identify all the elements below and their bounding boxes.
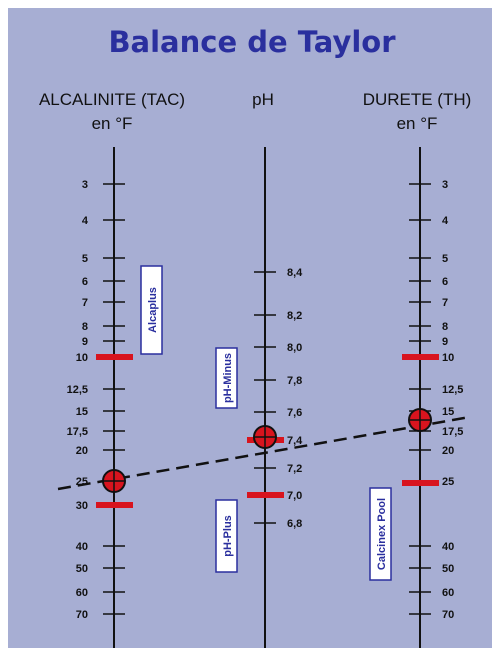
alcalinite-ideal-max-mark bbox=[96, 502, 133, 508]
durete-unit: en °F bbox=[397, 114, 438, 133]
alcalinite-tick-label: 25 bbox=[76, 476, 88, 488]
alcalinite-tick-label: 12,5 bbox=[67, 384, 88, 396]
alcalinite-ticks: 3 4 5 6 7 8 9 10 12,5 15 17,5 20 25 30 40 50 60 70 bbox=[67, 179, 125, 621]
alcalinite-tick-label: 40 bbox=[76, 541, 88, 553]
alcalinite-tick-label: 50 bbox=[76, 563, 88, 575]
alcalinite-tick-label: 30 bbox=[76, 500, 88, 512]
alcalinite-tick-label: 60 bbox=[76, 587, 88, 599]
ph-tick-label: 7,2 bbox=[287, 463, 302, 475]
ph-minus-label: pH-Minus bbox=[222, 353, 234, 403]
diagram-title: Balance de Taylor bbox=[108, 25, 396, 59]
ph-ideal-min-mark bbox=[247, 492, 284, 498]
alcalinite-header: ALCALINITE (TAC) bbox=[39, 90, 185, 109]
durete-header: DURETE (TH) bbox=[363, 90, 472, 109]
alcalinite-reading-marker bbox=[102, 469, 126, 493]
ph-tick-label: 8,4 bbox=[287, 267, 303, 279]
calcinex-box: Calcinex Pool bbox=[369, 487, 392, 581]
ph-ticks: 8,4 8,2 8,0 7,8 7,6 7,4 7,2 7,0 6,8 bbox=[254, 267, 303, 530]
durete-tick-label: 40 bbox=[442, 541, 454, 553]
balance-line bbox=[57, 415, 471, 491]
alcalinite-tick-label: 8 bbox=[82, 321, 88, 333]
alcalinite-tick-label: 20 bbox=[76, 445, 88, 457]
alcalinite-tick-label: 6 bbox=[82, 276, 88, 288]
alcalinite-ideal-min-mark bbox=[96, 354, 133, 360]
alcalinite-tick-label: 4 bbox=[82, 215, 89, 227]
alcalinite-tick-label: 10 bbox=[76, 352, 88, 364]
durete-ideal-min-mark bbox=[402, 354, 439, 360]
durete-tick-label: 8 bbox=[442, 321, 448, 333]
durete-tick-label: 12,5 bbox=[442, 384, 463, 396]
alcaplus-label: Alcaplus bbox=[147, 287, 159, 333]
alcalinite-tick-label: 70 bbox=[76, 609, 88, 621]
durete-tick-label: 10 bbox=[442, 352, 454, 364]
durete-tick-label: 7 bbox=[442, 297, 448, 309]
ph-header: pH bbox=[252, 90, 274, 109]
durete-tick-label: 9 bbox=[442, 336, 448, 348]
calcinex-label: Calcinex Pool bbox=[376, 498, 388, 570]
alcalinite-unit: en °F bbox=[92, 114, 133, 133]
durete-tick-label: 4 bbox=[442, 215, 449, 227]
durete-tick-label: 3 bbox=[442, 179, 448, 191]
durete-tick-label: 25 bbox=[442, 476, 454, 488]
ph-tick-label: 8,0 bbox=[287, 342, 302, 354]
durete-tick-label: 20 bbox=[442, 445, 454, 457]
durete-ideal-max-mark bbox=[402, 480, 439, 486]
ph-tick-label: 6,8 bbox=[287, 518, 302, 530]
durete-tick-label: 50 bbox=[442, 563, 454, 575]
alcaplus-box: Alcaplus bbox=[140, 265, 163, 355]
ph-tick-label: 7,0 bbox=[287, 490, 302, 502]
durete-tick-label: 70 bbox=[442, 609, 454, 621]
durete-tick-label: 15 bbox=[442, 406, 454, 418]
ph-reading-marker bbox=[253, 425, 277, 449]
ph-plus-box: pH-Plus bbox=[215, 499, 238, 573]
durete-tick-label: 6 bbox=[442, 276, 448, 288]
durete-tick-label: 5 bbox=[442, 253, 448, 265]
ph-minus-box: pH-Minus bbox=[215, 347, 238, 409]
alcalinite-tick-label: 3 bbox=[82, 179, 88, 191]
ph-tick-label: 8,2 bbox=[287, 310, 302, 322]
alcalinite-tick-label: 5 bbox=[82, 253, 88, 265]
alcalinite-tick-label: 9 bbox=[82, 336, 88, 348]
ph-tick-label: 7,6 bbox=[287, 407, 302, 419]
durete-ticks: 3 4 5 6 7 8 9 10 12,5 15 17,5 20 25 40 50 60 70 bbox=[409, 179, 463, 621]
alcalinite-tick-label: 17,5 bbox=[67, 426, 88, 438]
durete-reading-marker bbox=[408, 408, 432, 432]
ph-tick-label: 7,8 bbox=[287, 375, 302, 387]
durete-tick-label: 17,5 bbox=[442, 426, 463, 438]
ph-plus-label: pH-Plus bbox=[222, 515, 234, 557]
ph-tick-label: 7,4 bbox=[287, 435, 303, 447]
taylor-balance-panel bbox=[8, 8, 492, 648]
durete-tick-label: 60 bbox=[442, 587, 454, 599]
alcalinite-tick-label: 7 bbox=[82, 297, 88, 309]
alcalinite-tick-label: 15 bbox=[76, 406, 88, 418]
